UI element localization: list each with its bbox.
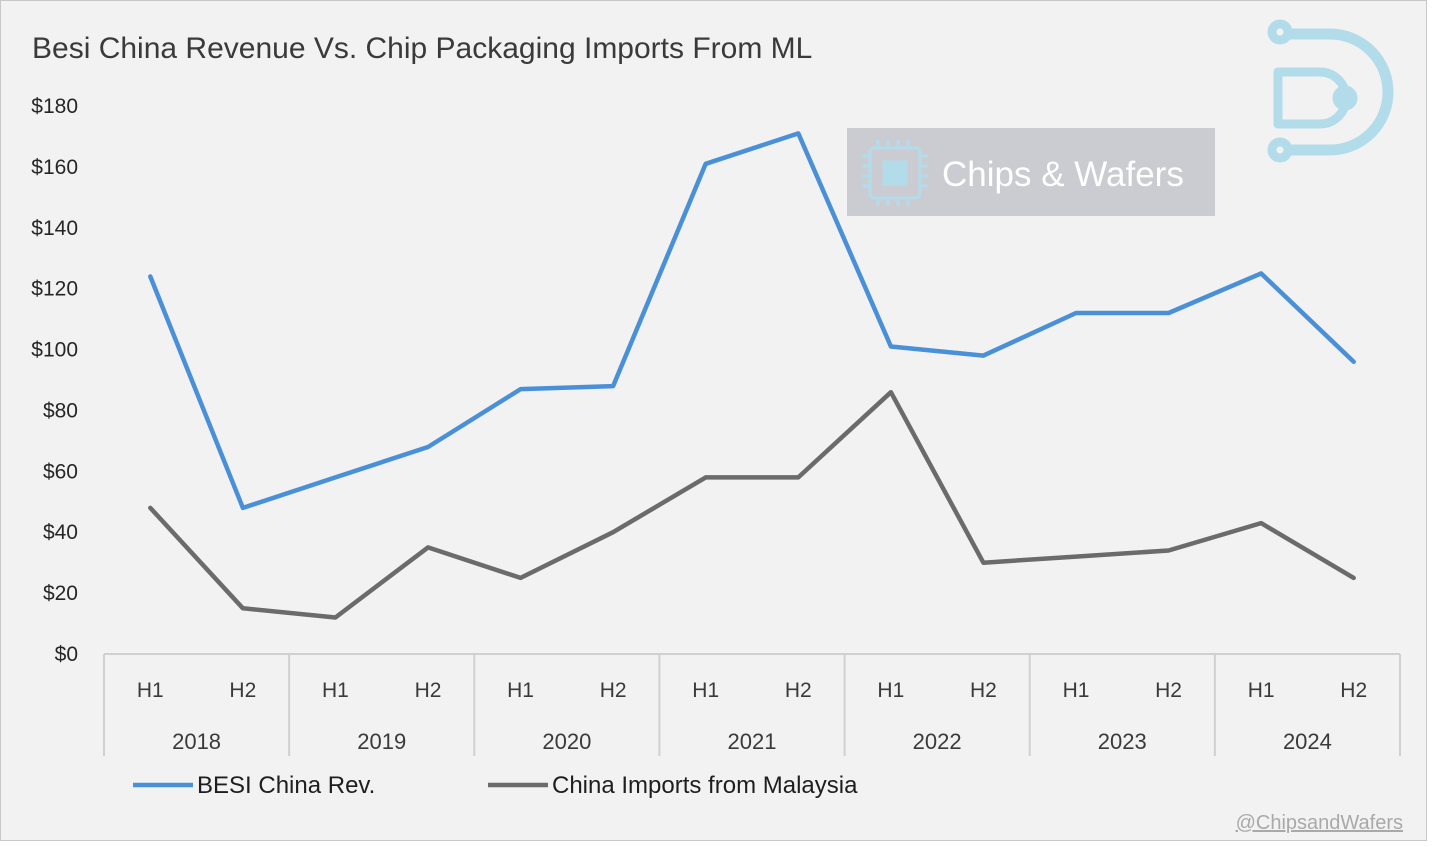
series-layer: [148, 131, 1356, 620]
legend: BESI China Rev. China Imports from Malays…: [133, 772, 858, 799]
chip-icon: [862, 140, 928, 206]
x-tick-label: H1: [137, 679, 164, 702]
y-tick-label: $20: [43, 582, 78, 605]
x-tick-label: H2: [1340, 679, 1367, 702]
watermark: Chips & Wafers: [847, 128, 1215, 216]
x-tick-label: H1: [692, 679, 719, 702]
x-tick-label: H2: [970, 679, 997, 702]
axes: $0 $20 $40 $60 $80 $100 $120 $140 $160 $180 H1 H2 H1…: [31, 95, 1401, 756]
x-group-label: 2024: [1283, 729, 1332, 754]
x-group-label: 2019: [357, 729, 406, 754]
chips-and-wafers-logo: [1267, 19, 1394, 163]
x-tick-label: H2: [1155, 679, 1182, 702]
y-tick-label: $140: [31, 217, 78, 240]
legend-label: BESI China Rev.: [197, 772, 375, 799]
x-tick-label: H1: [877, 679, 904, 702]
y-tick-label: $80: [43, 399, 78, 422]
x-tick-label: H2: [229, 679, 256, 702]
x-tick-label: H1: [1248, 679, 1275, 702]
y-tick-label: $160: [31, 156, 78, 179]
y-tick-label: $180: [31, 95, 78, 118]
x-tick-label: H1: [322, 679, 349, 702]
x-group-label: 2022: [913, 729, 962, 754]
y-tick-label: $0: [55, 643, 78, 666]
x-group-label: 2021: [728, 729, 777, 754]
x-tick-label: H2: [600, 679, 627, 702]
x-tick-label: H1: [1063, 679, 1090, 702]
series-line-2: [148, 389, 1356, 620]
x-tick-label: H1: [507, 679, 534, 702]
x-group-label: 2018: [172, 729, 221, 754]
series-line-1: [148, 131, 1356, 511]
watermark-text: Chips & Wafers: [942, 155, 1184, 194]
y-tick-label: $100: [31, 339, 78, 362]
x-group-label: 2020: [542, 729, 591, 754]
y-tick-label: $120: [31, 278, 78, 301]
x-tick-label: H2: [785, 679, 812, 702]
legend-label: China Imports from Malaysia: [552, 772, 858, 799]
y-tick-label: $40: [43, 521, 78, 544]
x-group-label: 2023: [1098, 729, 1147, 754]
credit-link[interactable]: @ChipsandWafers: [1236, 812, 1403, 834]
x-tick-label: H2: [415, 679, 442, 702]
chart-title: Besi China Revenue Vs. Chip Packaging Im…: [32, 32, 812, 65]
y-tick-label: $60: [43, 460, 78, 483]
